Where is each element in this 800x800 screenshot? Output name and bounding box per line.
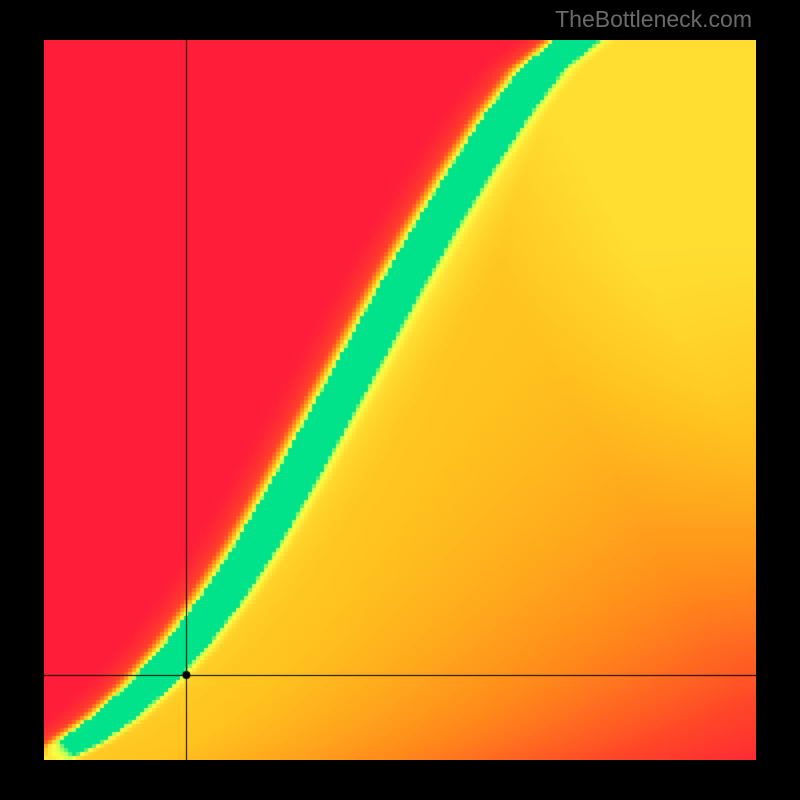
chart-frame: TheBottleneck.com [0, 0, 800, 800]
plot-area [44, 40, 756, 760]
watermark-text: TheBottleneck.com [555, 6, 752, 33]
heatmap-canvas [44, 40, 756, 760]
